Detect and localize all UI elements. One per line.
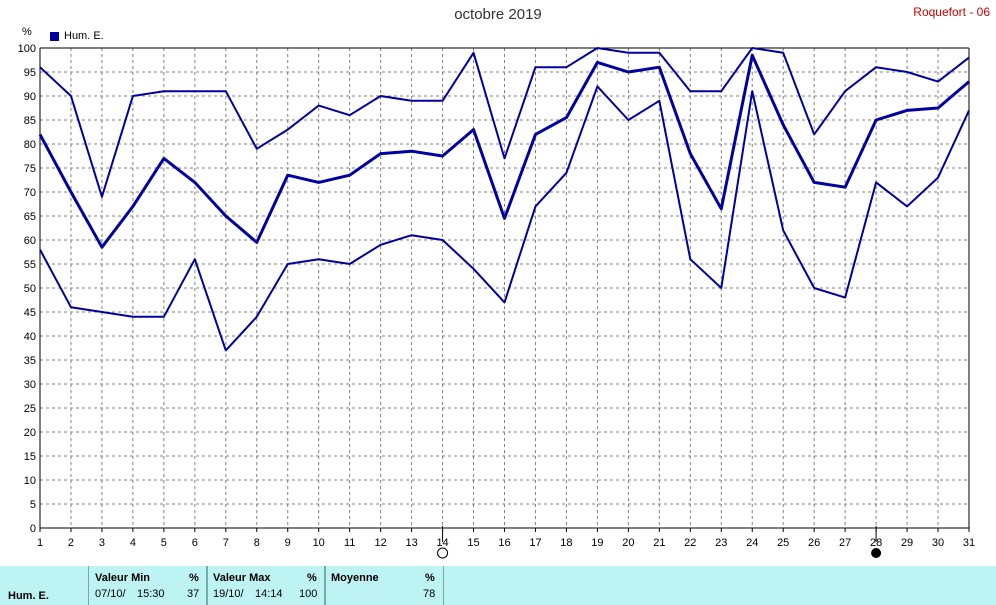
y-tick-label: 65 — [24, 211, 36, 223]
x-tick-label: 16 — [498, 537, 510, 549]
x-tick-label: 17 — [529, 537, 541, 549]
stat-avg: Moyenne % 78 — [324, 566, 444, 605]
x-tick-label: 7 — [223, 537, 229, 549]
x-tick-label: 11 — [344, 537, 355, 549]
x-tick-label: 26 — [808, 537, 820, 549]
y-tick-label: 35 — [24, 355, 36, 367]
stat-min-value: 37 — [187, 588, 200, 600]
series-line-moyenne — [38, 53, 970, 249]
x-tick-label: 15 — [467, 537, 479, 549]
x-tick-label: 3 — [99, 537, 105, 549]
y-tick-label: 75 — [24, 163, 36, 175]
stat-avg-value: 78 — [423, 588, 436, 600]
y-tick-label: 20 — [24, 427, 36, 439]
y-tick-label: 70 — [24, 187, 36, 199]
x-tick-label: 14 — [436, 537, 448, 549]
y-tick-label: 30 — [24, 379, 36, 391]
series-line-max — [39, 47, 970, 198]
stat-avg-header: Moyenne — [331, 572, 379, 584]
x-tick-label: 6 — [192, 537, 198, 549]
x-tick-label: 22 — [684, 537, 696, 549]
y-tick-label: 25 — [24, 403, 36, 415]
stat-min-date: 07/10/ — [95, 588, 126, 600]
x-tick-label: 5 — [161, 537, 167, 549]
y-tick-label: 55 — [24, 259, 36, 271]
x-tick-label: 24 — [746, 537, 758, 549]
stat-max-time: 14:14 — [255, 588, 283, 600]
x-tick-label: 31 — [963, 537, 975, 549]
y-tick-label: 15 — [24, 451, 36, 463]
legend-swatch — [50, 31, 59, 41]
y-unit-label: % — [22, 26, 32, 38]
y-tick-label: 100 — [18, 43, 36, 55]
stats-footer — [0, 566, 996, 605]
x-tick-label: 13 — [405, 537, 417, 549]
stat-min-time: 15:30 — [137, 588, 165, 600]
stat-max-header: Valeur Max — [213, 572, 271, 584]
y-tick-label: 90 — [24, 91, 36, 103]
x-tick-label: 8 — [254, 537, 260, 549]
stat-min-header: Valeur Min — [95, 572, 151, 584]
stat-max-unit: % — [307, 572, 317, 584]
humidity-chart: 0510152025303540455055606570758085909510… — [18, 43, 975, 559]
legend-label: Hum. E. — [64, 30, 104, 42]
x-tick-label: 1 — [37, 537, 43, 549]
y-tick-label: 80 — [24, 139, 36, 151]
x-tick-label: 10 — [313, 537, 325, 549]
x-tick-label: 2 — [68, 537, 74, 549]
x-tick-label: 23 — [715, 537, 727, 549]
y-tick-label: 95 — [24, 67, 36, 79]
series-line-min — [39, 85, 970, 352]
stat-max: Valeur Max % 19/10/ 14:14 100 — [206, 566, 326, 605]
y-tick-label: 0 — [30, 523, 36, 535]
x-tick-label: 30 — [932, 537, 944, 549]
x-tick-label: 29 — [901, 537, 913, 549]
y-tick-label: 50 — [24, 283, 36, 295]
x-tick-label: 28 — [870, 537, 882, 549]
y-tick-label: 85 — [24, 115, 36, 127]
x-tick-label: 25 — [777, 537, 789, 549]
x-tick-label: 21 — [653, 537, 665, 549]
x-tick-label: 19 — [591, 537, 603, 549]
x-tick-label: 20 — [622, 537, 634, 549]
x-tick-label: 9 — [285, 537, 291, 549]
station-name: Roquefort - 06 — [913, 5, 990, 19]
stats-row-label: Hum. E. — [8, 590, 49, 602]
y-tick-label: 60 — [24, 235, 36, 247]
x-tick-label: 27 — [839, 537, 851, 549]
x-tick-label: 12 — [375, 537, 387, 549]
x-tick-label: 18 — [560, 537, 572, 549]
stat-max-value: 100 — [299, 588, 318, 600]
chart-title: octobre 2019 — [454, 6, 542, 23]
stat-min: Valeur Min % 07/10/ 15:30 37 — [88, 566, 208, 605]
stat-avg-unit: % — [425, 572, 435, 584]
y-tick-label: 10 — [24, 475, 36, 487]
new-moon-icon — [871, 548, 882, 558]
full-moon-icon — [437, 547, 449, 559]
y-tick-label: 5 — [30, 499, 36, 511]
stat-min-unit: % — [189, 572, 199, 584]
legend: Hum. E. — [50, 30, 104, 42]
y-tick-label: 45 — [24, 307, 36, 319]
x-tick-label: 4 — [130, 537, 136, 549]
stat-max-date: 19/10/ — [213, 588, 244, 600]
y-tick-label: 40 — [24, 331, 36, 343]
